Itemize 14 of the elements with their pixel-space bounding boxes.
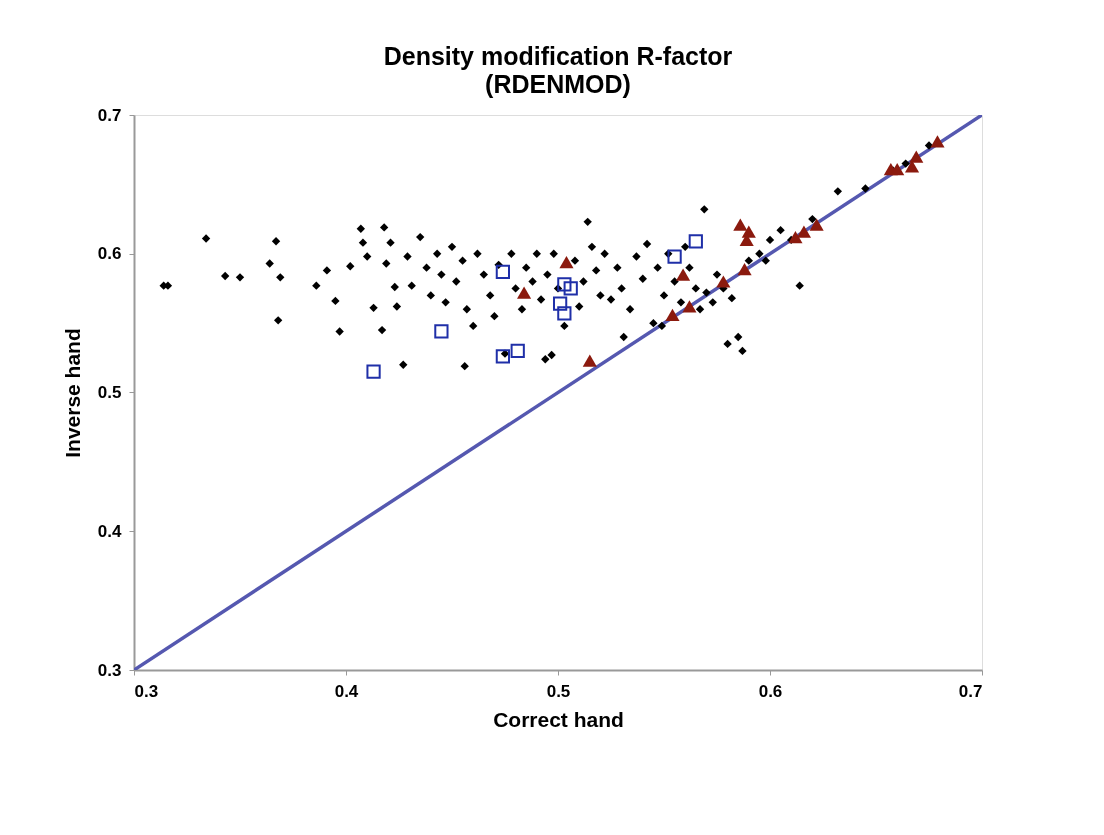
x-tick-label: 0.6	[758, 681, 783, 701]
chart-title: Density modification R-factor	[383, 42, 733, 70]
y-tick-label: 0.7	[97, 105, 122, 125]
x-axis-title: Correct hand	[493, 707, 624, 731]
x-tick-label: 0.5	[546, 681, 571, 701]
y-tick-label: 0.4	[97, 521, 123, 541]
y-tick-label: 0.3	[97, 660, 122, 680]
chart-subtitle: (RDENMOD)	[485, 70, 631, 98]
x-tick-label: 0.4	[334, 681, 359, 701]
y-tick-label: 0.6	[97, 244, 122, 264]
y-tick-label: 0.5	[97, 383, 122, 402]
x-tick-label: 0.3	[134, 681, 159, 701]
y-axis-title: Inverse hand	[60, 328, 84, 458]
x-tick-label: 0.7	[958, 681, 983, 701]
